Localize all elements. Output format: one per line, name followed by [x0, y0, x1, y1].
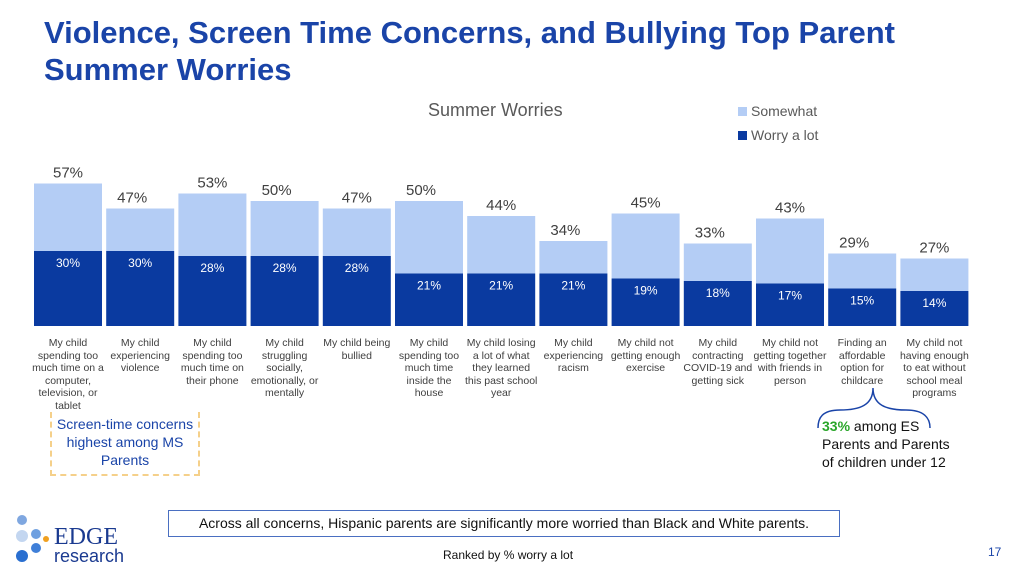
worry-a-lot-label: 30% [56, 256, 80, 270]
category-label: My child not having enough to eat withou… [899, 337, 969, 399]
category-label: My child being bullied [323, 337, 391, 362]
worry-a-lot-label: 15% [850, 294, 874, 308]
es-text: among ES Parents and Parents of children… [822, 418, 950, 470]
category-label: My child not getting together with frien… [753, 337, 827, 387]
bar-worry-a-lot [683, 281, 752, 326]
total-label: 50% [262, 182, 292, 199]
svg-text:research: research [54, 546, 124, 566]
edge-research-logo: EDGE research [14, 512, 144, 573]
page-title: Violence, Screen Time Concerns, and Bull… [44, 15, 896, 87]
legend-label: Worry a lot [751, 127, 819, 143]
bar-worry-a-lot [178, 256, 247, 326]
worry-a-lot-label: 28% [273, 261, 297, 275]
chart-title: Summer Worries [428, 100, 563, 120]
bar-worry-a-lot [250, 256, 319, 326]
legend-somewhat: Somewhat [738, 103, 817, 119]
page-number: 17 [988, 545, 1002, 559]
legend-label: Somewhat [751, 103, 818, 119]
total-label: 53% [197, 175, 227, 192]
bar-worry-a-lot [322, 256, 391, 326]
bar-worry-a-lot [756, 283, 824, 326]
total-label: 34% [550, 222, 580, 239]
total-label: 57% [53, 165, 83, 182]
total-label: 47% [342, 190, 372, 207]
total-label: 27% [919, 240, 949, 257]
es-pct: 33% [822, 418, 851, 434]
bar-somewhat [322, 208, 391, 256]
ms-callout: Screen-time concerns highest among MS Pa… [50, 412, 200, 476]
worry-a-lot-label: 14% [922, 296, 946, 310]
bar-somewhat [395, 201, 463, 274]
bar-somewhat [539, 241, 608, 274]
category-label: My child experiencing violence [110, 337, 170, 374]
category-label: My child spending too much time inside t… [398, 337, 460, 399]
bar-somewhat [467, 216, 536, 274]
category-label: My child contracting COVID-19 and gettin… [683, 337, 753, 387]
worry-a-lot-label: 18% [706, 286, 730, 300]
category-label: My child struggling socially, emotionall… [250, 337, 319, 399]
worry-a-lot-label: 21% [417, 279, 441, 293]
total-label: 33% [695, 225, 725, 242]
bar-somewhat [900, 258, 969, 291]
svg-text:EDGE: EDGE [54, 524, 118, 550]
bar-worry-a-lot [395, 273, 463, 326]
category-label: My child spending too much time on their… [180, 337, 244, 387]
bar-somewhat [611, 213, 680, 279]
footer-note: Across all concerns, Hispanic parents ar… [168, 510, 840, 537]
category-label: Finding an affordable option for childca… [837, 337, 887, 387]
category-label: My child experiencing racism [543, 337, 604, 374]
bar-worry-a-lot [611, 278, 680, 326]
worry-a-lot-label: 21% [489, 279, 513, 293]
total-label: 45% [631, 195, 661, 212]
category-label: My child losing a lot of what they learn… [465, 337, 538, 399]
worry-a-lot-label: 28% [200, 261, 224, 275]
legend-worry: Worry a lot [738, 127, 818, 143]
total-label: 43% [775, 200, 805, 217]
total-label: 50% [406, 182, 436, 199]
bar-worry-a-lot [900, 291, 969, 326]
footnote: Ranked by % worry a lot [443, 548, 574, 562]
es-callout: 33% among ES Parents and Parents of chil… [822, 417, 962, 471]
bar-somewhat [828, 253, 897, 289]
bar-somewhat [106, 208, 175, 251]
bar-somewhat [34, 183, 102, 251]
bar-somewhat [683, 243, 752, 281]
category-label: My child spending too much time on a com… [32, 337, 104, 412]
worry-a-lot-label: 30% [128, 256, 152, 270]
total-label: 29% [839, 235, 869, 252]
worry-a-lot-label: 28% [345, 261, 369, 275]
bar-worry-a-lot [34, 251, 102, 326]
bar-worry-a-lot [539, 273, 608, 326]
category-label: My child not getting enough exercise [610, 337, 681, 374]
worry-a-lot-label: 17% [778, 289, 802, 303]
bar-somewhat [178, 193, 247, 256]
worry-a-lot-label: 19% [634, 284, 658, 298]
total-label: 44% [486, 197, 516, 214]
bar-worry-a-lot [828, 288, 897, 326]
bar-somewhat [250, 201, 319, 256]
worry-a-lot-label: 21% [561, 279, 585, 293]
total-label: 47% [117, 190, 147, 207]
bar-worry-a-lot [467, 273, 536, 326]
bar-worry-a-lot [106, 251, 175, 326]
bar-somewhat [756, 218, 824, 284]
